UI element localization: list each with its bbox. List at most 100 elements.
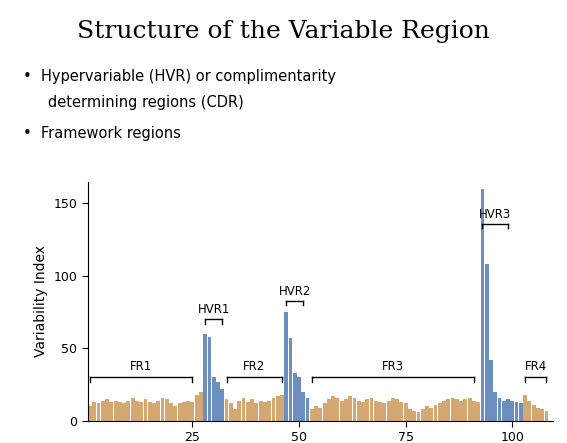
Bar (472, 400, 476, 421)
Bar (109, 402, 113, 421)
Bar (434, 405, 438, 421)
Bar (417, 412, 420, 421)
Bar (221, 389, 224, 421)
Text: Structure of the Variable Region: Structure of the Variable Region (77, 20, 490, 43)
Bar (276, 396, 280, 421)
Bar (451, 398, 455, 421)
Bar (306, 398, 310, 421)
Bar (208, 337, 211, 421)
Text: determining regions (CDR): determining regions (CDR) (48, 95, 244, 110)
Bar (212, 377, 215, 421)
Bar (387, 400, 391, 421)
Bar (532, 405, 536, 421)
Bar (382, 404, 386, 421)
Bar (404, 404, 408, 421)
Bar (114, 400, 117, 421)
Bar (498, 398, 501, 421)
Bar (378, 402, 382, 421)
Bar (485, 264, 489, 421)
Bar (408, 409, 412, 421)
Bar (199, 392, 203, 421)
Bar (143, 399, 147, 421)
Bar (101, 400, 105, 421)
Bar (280, 395, 284, 421)
Bar (186, 400, 190, 421)
Bar (216, 382, 220, 421)
Text: •  Hypervariable (HVR) or complimentarity: • Hypervariable (HVR) or complimentarity (23, 69, 336, 84)
Bar (272, 398, 276, 421)
Text: FR3: FR3 (382, 360, 404, 373)
Bar (463, 399, 467, 421)
Bar (310, 409, 314, 421)
Bar (370, 398, 374, 421)
Bar (455, 399, 459, 421)
Text: •  Framework regions: • Framework regions (23, 126, 180, 141)
Bar (88, 406, 92, 421)
Bar (544, 411, 548, 421)
Bar (267, 400, 271, 421)
Y-axis label: Variability Index: Variability Index (34, 245, 48, 357)
Bar (263, 402, 267, 421)
Bar (327, 399, 331, 421)
Bar (250, 399, 254, 421)
Text: HVR2: HVR2 (278, 284, 311, 298)
Bar (438, 404, 442, 421)
Bar (131, 398, 134, 421)
Bar (182, 402, 186, 421)
Bar (365, 399, 369, 421)
Text: FR2: FR2 (243, 360, 265, 373)
Bar (96, 404, 100, 421)
Bar (314, 406, 318, 421)
Bar (233, 409, 237, 421)
Bar (412, 411, 416, 421)
Bar (177, 404, 181, 421)
Bar (174, 406, 177, 421)
Bar (323, 404, 327, 421)
Bar (297, 377, 301, 421)
Text: FR4: FR4 (524, 360, 547, 373)
Bar (374, 400, 378, 421)
Bar (148, 402, 151, 421)
Bar (319, 408, 322, 421)
Bar (459, 400, 463, 421)
Bar (357, 400, 361, 421)
Bar (242, 398, 246, 421)
Bar (429, 408, 433, 421)
Bar (92, 402, 96, 421)
Bar (442, 400, 446, 421)
Bar (480, 189, 484, 421)
Bar (361, 402, 365, 421)
Bar (139, 402, 143, 421)
Bar (400, 402, 403, 421)
Bar (536, 408, 540, 421)
Bar (246, 402, 249, 421)
Bar (331, 396, 335, 421)
Bar (502, 400, 506, 421)
Bar (105, 399, 109, 421)
Bar (203, 334, 207, 421)
Bar (344, 399, 348, 421)
Bar (191, 402, 194, 421)
Bar (135, 400, 139, 421)
Bar (391, 398, 395, 421)
Bar (336, 398, 339, 421)
Bar (395, 399, 399, 421)
Bar (519, 404, 523, 421)
Text: HVR1: HVR1 (197, 303, 230, 316)
Bar (302, 392, 305, 421)
Bar (489, 360, 493, 421)
Bar (510, 400, 514, 421)
Bar (194, 395, 198, 421)
Bar (284, 312, 288, 421)
Bar (506, 399, 510, 421)
Bar (468, 398, 472, 421)
Bar (340, 400, 344, 421)
Bar (225, 399, 229, 421)
Bar (425, 406, 429, 421)
Bar (169, 404, 173, 421)
Bar (229, 404, 232, 421)
Bar (156, 400, 160, 421)
Bar (238, 400, 241, 421)
Bar (476, 402, 480, 421)
Bar (515, 402, 518, 421)
